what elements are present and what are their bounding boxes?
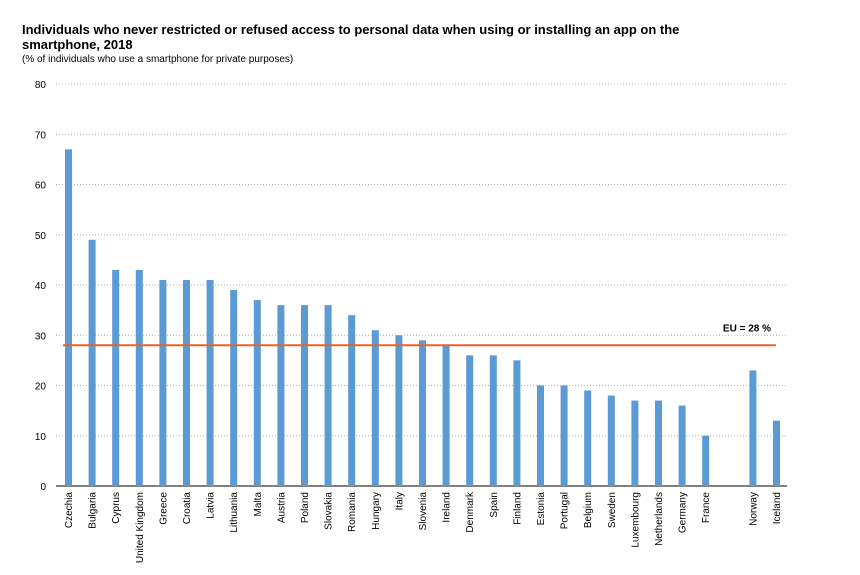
x-tick-label: Greece [158, 492, 169, 525]
bar [348, 315, 356, 486]
bar [442, 345, 450, 486]
y-tick-label: 0 [40, 482, 46, 493]
x-tick-label: Ireland [442, 492, 453, 523]
bar [230, 290, 238, 486]
bar [655, 400, 662, 486]
bar [135, 269, 143, 486]
bar [277, 305, 285, 486]
eu-reference: EU = 28 % [63, 323, 776, 347]
title-block: Individuals who never restricted or refu… [22, 22, 722, 66]
bar [65, 149, 72, 486]
bar [678, 405, 686, 486]
bar [88, 239, 96, 486]
x-tick-label: Belgium [583, 492, 594, 528]
x-tick-label: Romania [347, 492, 358, 532]
x-axis-labels: Czechia Bulgaria Cyprus United Kingdom Greec… [64, 491, 783, 563]
x-tick-label: Germany [678, 492, 689, 533]
y-axis-ticks: 0 10 20 30 40 50 60 70 80 [35, 80, 47, 493]
y-tick-label: 70 [35, 130, 47, 141]
x-tick-label: Slovakia [324, 492, 335, 530]
x-tick-label: Italy [394, 492, 405, 510]
y-tick-label: 50 [35, 231, 47, 242]
x-tick-label: United Kingdom [135, 492, 146, 563]
x-tick-label: Norway [748, 492, 759, 526]
x-tick-label: Cyprus [111, 492, 122, 524]
x-tick-label: Latvia [206, 492, 217, 519]
x-tick-label: Malta [253, 492, 264, 517]
x-tick-label: Finland [512, 492, 523, 525]
chart-subtitle: (% of individuals who use a smartphone f… [22, 54, 294, 65]
x-tick-label: Croatia [182, 492, 193, 525]
x-tick-label: Portugal [560, 492, 571, 529]
bar [112, 269, 120, 486]
bar [537, 385, 544, 486]
y-tick-label: 60 [35, 181, 47, 192]
bar [560, 385, 568, 486]
x-tick-label: Hungary [371, 492, 382, 530]
bar [513, 360, 521, 486]
eu-reference-label: EU = 28 % [723, 323, 771, 334]
x-tick-label: Slovenia [418, 492, 429, 531]
bar [324, 305, 332, 486]
x-tick-label: Spain [489, 492, 500, 518]
x-tick-label: Austria [276, 492, 287, 524]
bar [607, 395, 615, 486]
bar [371, 330, 379, 486]
x-tick-label: Poland [300, 492, 311, 523]
bars [65, 149, 780, 486]
y-tick-label: 80 [35, 80, 47, 91]
bar [631, 400, 639, 486]
x-tick-label: Lithuania [229, 492, 240, 533]
y-tick-label: 20 [35, 382, 47, 393]
x-tick-label: Iceland [772, 492, 783, 524]
x-tick-label: Estonia [536, 492, 547, 526]
bar [702, 435, 710, 486]
bar [466, 355, 474, 486]
bar [419, 340, 426, 486]
bar [584, 390, 592, 486]
bar [183, 279, 190, 486]
x-tick-label: Luxembourg [630, 492, 641, 548]
bar [749, 370, 757, 486]
bar [773, 420, 780, 486]
x-tick-label: Bulgaria [88, 492, 99, 529]
x-tick-label: Netherlands [654, 492, 665, 546]
y-tick-label: 10 [35, 432, 47, 443]
bar [395, 335, 403, 486]
bar [253, 300, 261, 486]
y-tick-label: 40 [35, 281, 47, 292]
x-tick-label: Czechia [64, 492, 75, 529]
bar [159, 279, 167, 486]
x-tick-label: France [701, 492, 712, 524]
x-tick-label: Denmark [465, 491, 476, 533]
x-tick-label: Sweden [607, 492, 618, 528]
chart-title: Individuals who never restricted or refu… [22, 22, 680, 52]
bar [301, 305, 308, 486]
bar [489, 355, 497, 486]
bar [206, 279, 214, 486]
y-tick-label: 30 [35, 331, 47, 342]
